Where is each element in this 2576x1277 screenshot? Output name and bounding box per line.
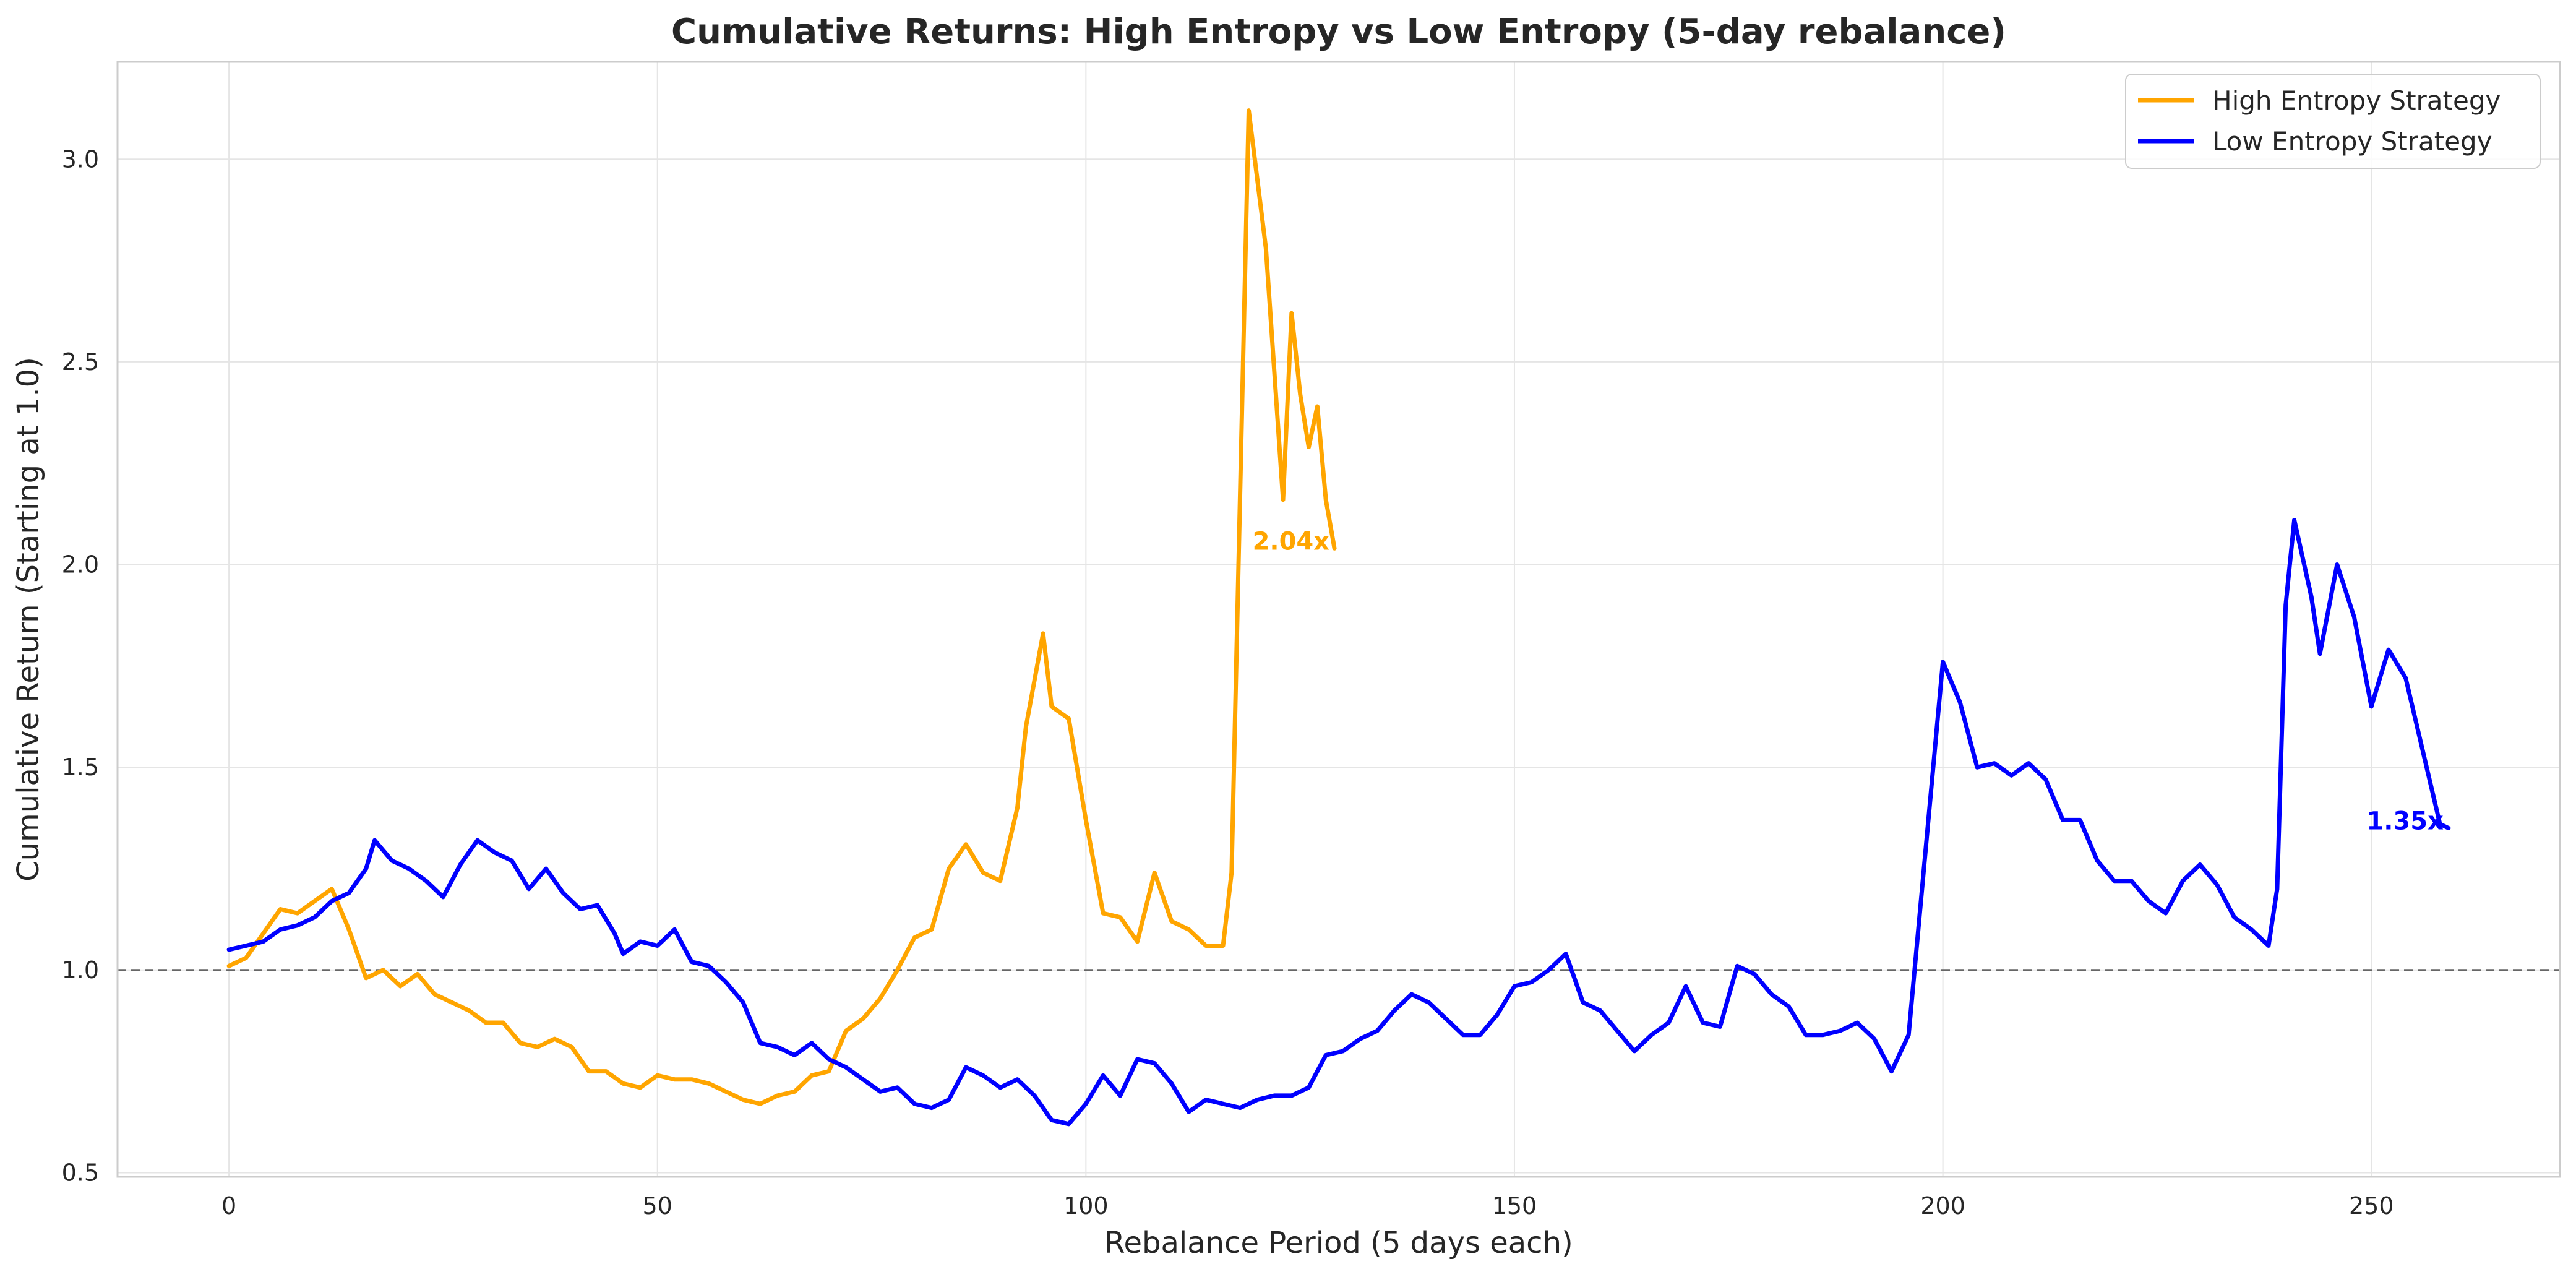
y-tick-label: 1.5	[62, 754, 99, 781]
legend-box	[2125, 74, 2541, 169]
legend-label-high-entropy-strategy: High Entropy Strategy	[2212, 85, 2501, 116]
y-axis-label: Cumulative Return (Starting at 1.0)	[11, 357, 46, 882]
legend-label-low-entropy-strategy: Low Entropy Strategy	[2212, 126, 2492, 157]
high-entropy-strategy-line	[226, 108, 1337, 1106]
x-tick-label: 150	[1492, 1192, 1537, 1219]
x-tick-label: 0	[221, 1192, 236, 1219]
x-axis-label: Rebalance Period (5 days each)	[1104, 1226, 1573, 1260]
low-entropy-strategy-line	[226, 518, 2451, 1127]
series-group: 2.04x 1.35x	[226, 108, 2451, 1127]
chart-title: Cumulative Returns: High Entropy vs Low …	[671, 12, 2006, 52]
y-tick-label: 1.0	[62, 957, 99, 984]
x-tick-label: 200	[1920, 1192, 1965, 1219]
y-tick-label: 3.0	[62, 145, 99, 173]
x-tick-label: 100	[1063, 1192, 1109, 1219]
plot-frame	[116, 61, 2561, 1178]
x-tick-label: 50	[643, 1192, 672, 1219]
x-tick-label: 250	[2349, 1192, 2394, 1219]
y-tick-label: 2.0	[62, 551, 99, 578]
y-tick-label: 2.5	[62, 348, 99, 376]
ticks: 0 50 100 150 200 250 0.5 1.0 1.5 2.0 2.5 3.0	[62, 145, 2394, 1219]
low-entropy-strategy-end-label: 1.35x	[2366, 807, 2444, 835]
y-tick-label: 0.5	[62, 1159, 99, 1186]
high-entropy-strategy-end-label: 2.04x	[1253, 527, 1330, 556]
legend: High Entropy Strategy Low Entropy Strateg…	[2125, 74, 2541, 169]
grid	[118, 62, 2560, 1177]
